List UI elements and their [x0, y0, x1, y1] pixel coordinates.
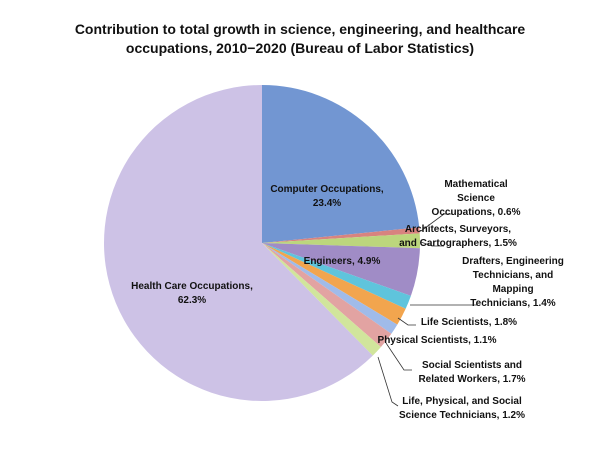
pie-slice-0 — [262, 85, 420, 243]
data-label-9: Health Care Occupations, 62.3% — [131, 280, 253, 308]
data-label-6: Physical Scientists, 1.1% — [378, 334, 497, 348]
chart-title-line-1: Contribution to total growth in science,… — [74, 21, 526, 37]
data-label-line: 23.4% — [312, 198, 342, 209]
data-label-line: Architects, Surveyors, — [404, 224, 512, 235]
data-label-line: Mathematical — [444, 179, 508, 190]
data-label-1: Mathematical Science Occupations, 0.6% — [432, 178, 521, 220]
data-label-line: Occupations, 0.6% — [431, 207, 521, 218]
data-label-line: Social Scientists and — [421, 360, 523, 371]
chart-title-line-2: occupations, 2010−2020 (Bureau of Labor … — [125, 40, 475, 56]
pie-slice-4 — [262, 243, 411, 309]
data-label-line: Science — [457, 193, 495, 204]
pie-slice-7 — [262, 243, 392, 348]
data-label-line: 62.3% — [177, 295, 207, 306]
pie-slice-9 — [104, 85, 373, 402]
data-label-line: Physical Scientists, 1.1% — [377, 335, 497, 346]
data-label-line: Technicians, 1.4% — [470, 298, 556, 309]
pie-slice-3 — [262, 243, 420, 296]
data-label-0: Computer Occupations, 23.4% — [270, 183, 383, 211]
data-label-line: Related Workers, 1.7% — [418, 374, 526, 385]
leader-line-2 — [420, 241, 444, 247]
chart-title: Contribution to total growth in science,… — [0, 20, 600, 58]
pie-slice-8 — [262, 243, 381, 356]
data-label-2: Architects, Surveyors, and Cartographers,… — [399, 223, 517, 251]
data-label-line: and Cartographers, 1.5% — [399, 238, 517, 249]
data-label-5: Life Scientists, 1.8% — [421, 316, 517, 330]
pie-slice-6 — [262, 243, 398, 334]
data-label-4: Drafters, Engineering Technicians, and Map… — [462, 255, 564, 311]
leader-line-1 — [420, 213, 452, 232]
data-label-3: Engineers, 4.9% — [304, 255, 381, 269]
data-label-line: Computer Occupations, — [270, 184, 384, 195]
pie-slice-2 — [262, 233, 421, 249]
data-label-line: Life, Physical, and Social — [402, 396, 522, 407]
data-label-line: Technicians, and — [472, 270, 554, 281]
data-label-8: Life, Physical, and Social Science Techni… — [399, 395, 525, 423]
data-label-line: Drafters, Engineering — [462, 256, 564, 267]
leader-line-8 — [377, 356, 399, 407]
leader-line-5 — [397, 317, 416, 326]
leader-line-7 — [385, 342, 412, 371]
data-label-line: Science Technicians, 1.2% — [399, 410, 525, 421]
pie-slice-1 — [262, 227, 420, 243]
data-label-line: Engineers, 4.9% — [303, 256, 381, 267]
data-label-line: Mapping — [492, 284, 534, 295]
data-label-line: Life Scientists, 1.8% — [420, 317, 518, 328]
data-label-line: Health Care Occupations, — [131, 281, 253, 292]
data-label-7: Social Scientists and Related Workers, 1.… — [418, 359, 525, 387]
pie-slice-5 — [262, 243, 406, 325]
